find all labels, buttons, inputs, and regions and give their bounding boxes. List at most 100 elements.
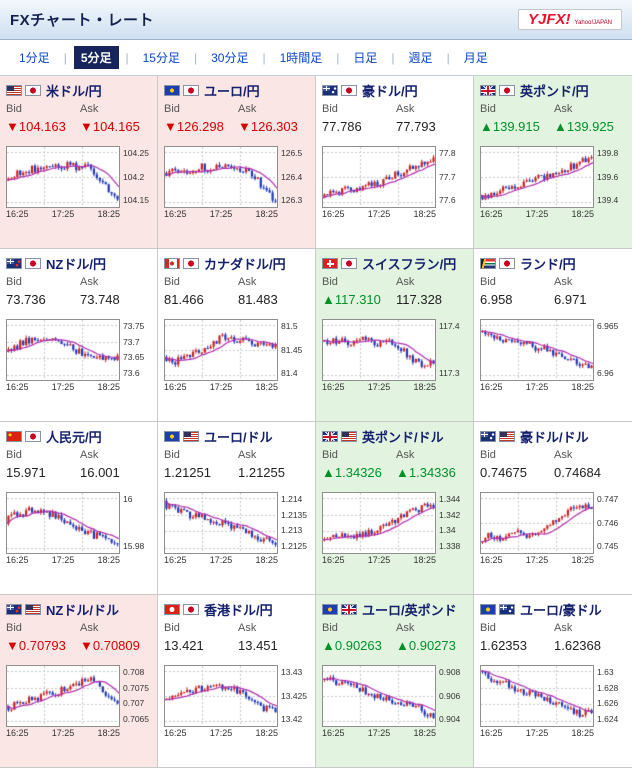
time-axis-label: 18:25	[255, 209, 278, 219]
time-axis: 16:25 17:25 18:25	[6, 728, 120, 738]
time-axis-label: 17:25	[51, 555, 75, 565]
time-axis: 16:25 17:25 18:25	[164, 728, 278, 738]
pair-tile-16[interactable]: ユーロ/豪ドル Bid Ask 1.62353 1.62368 16:25 17:…	[474, 595, 632, 768]
bid-value: 6.958	[480, 292, 513, 307]
price-axis-label: 0.745	[597, 541, 619, 551]
bid-ask-labels: Bid Ask	[480, 103, 626, 119]
bid-value: 1.21251	[164, 465, 211, 480]
price-axis-label: 1.342	[439, 509, 461, 520]
ask-value: ▲139.925	[554, 119, 614, 134]
flag-us-icon	[499, 431, 515, 442]
timeframe-tab-5[interactable]: 1時間足	[279, 51, 323, 65]
pair-tile-4[interactable]: 英ポンド/円 Bid Ask ▲139.915 ▲139.925 16:25 17…	[474, 76, 632, 249]
pair-tile-14[interactable]: 香港ドル/円 Bid Ask 13.421 13.451 16:25 17:25 1…	[158, 595, 316, 768]
ask-value: ▲1.34336	[396, 465, 456, 480]
flag-jp-icon	[25, 431, 41, 442]
pair-tile-9[interactable]: 人民元/円 Bid Ask 15.971 16.001 16:25 17:25 18…	[0, 422, 158, 595]
flag-eu-icon	[164, 85, 180, 96]
ask-label: Ask	[554, 276, 573, 288]
timeframe-tab-4[interactable]: 30分足	[211, 51, 249, 65]
price-axis-label: 13.425	[281, 690, 307, 701]
pair-tile-3[interactable]: 豪ドル/円 Bid Ask 77.786 77.793 16:25 17:25 18…	[316, 76, 474, 249]
bid-label: Bid	[480, 622, 496, 634]
mini-chart: 16:25 17:25 18:25 117.4 117.3	[322, 319, 467, 392]
bid-label: Bid	[6, 449, 22, 461]
bid-value: 1.62353	[480, 638, 527, 653]
ask-label: Ask	[396, 449, 415, 461]
ask-label: Ask	[554, 449, 573, 461]
timeframe-tab-2[interactable]: 5分足	[73, 46, 119, 69]
pair-tile-15[interactable]: ユーロ/英ポンド Bid Ask ▲0.90263 ▲0.90273 16:25…	[316, 595, 474, 768]
time-axis-label: 17:25	[525, 382, 549, 392]
bid-ask-labels: Bid Ask	[480, 449, 626, 465]
bid-value: ▲139.915	[480, 119, 540, 134]
mini-chart: 16:25 17:25 18:25 104.25 104.2 104.15	[6, 146, 151, 219]
timeframe-tab-1[interactable]: 1分足	[19, 51, 50, 65]
pair-tile-7[interactable]: スイスフラン/円 Bid Ask ▲117.310 117.328 16:25 1…	[316, 249, 474, 422]
pair-tile-5[interactable]: NZドル/円 Bid Ask 73.736 73.748 16:25 17:25 1…	[0, 249, 158, 422]
time-axis: 16:25 17:25 18:25	[6, 209, 120, 219]
pair-tile-1[interactable]: 米ドル/円 Bid Ask ▼104.163 ▼104.165 16:25 17:…	[0, 76, 158, 249]
price-axis-label: 0.908	[439, 667, 461, 677]
pair-tile-6[interactable]: カナダドル/円 Bid Ask 81.466 81.483 16:25 17:25…	[158, 249, 316, 422]
ask-label: Ask	[80, 449, 99, 461]
time-axis-label: 16:25	[6, 728, 29, 738]
pair-header: 米ドル/円	[6, 81, 151, 100]
time-axis: 16:25 17:25 18:25	[6, 382, 120, 392]
time-axis-label: 18:25	[255, 555, 278, 565]
flag-jp-icon	[499, 85, 515, 96]
pair-tile-10[interactable]: ユーロ/ドル Bid Ask 1.21251 1.21255 16:25 17:2…	[158, 422, 316, 595]
pair-tile-11[interactable]: 英ポンド/ドル Bid Ask ▲1.34326 ▲1.34336 16:25 1…	[316, 422, 474, 595]
timeframe-tab-7[interactable]: 週足	[408, 51, 433, 65]
bid-value: 13.421	[164, 638, 204, 653]
tab-separator: |	[262, 50, 266, 65]
flag-jp-icon	[499, 258, 515, 269]
ask-label: Ask	[396, 276, 415, 288]
pair-tile-13[interactable]: NZドル/ドル Bid Ask ▼0.70793 ▼0.70809 16:25 1…	[0, 595, 158, 768]
timeframe-tab-8[interactable]: 月足	[463, 51, 488, 65]
bid-ask-values: ▲117.310 117.328	[322, 292, 467, 311]
flag-cn-icon	[6, 431, 22, 442]
time-axis: 16:25 17:25 18:25	[480, 728, 594, 738]
flag-jp-icon	[25, 258, 41, 269]
price-axis: 139.8 139.6 139.4	[594, 146, 618, 208]
bid-ask-values: ▲0.90263 ▲0.90273	[322, 638, 467, 657]
bid-ask-labels: Bid Ask	[164, 103, 309, 119]
timeframe-tabs: 1分足 | 5分足 | 15分足 | 30分足 | 1時間足 | 日足 | 週足 | 月足	[0, 40, 632, 76]
mini-chart: 16:25 17:25 18:25 0.908 0.906 0.904	[322, 665, 467, 738]
candlestick-chart	[480, 492, 594, 554]
candlestick-chart	[322, 665, 436, 727]
candlestick-chart	[322, 492, 436, 554]
time-axis-label: 16:25	[480, 555, 503, 565]
bid-label: Bid	[164, 622, 180, 634]
time-axis: 16:25 17:25 18:25	[322, 728, 436, 738]
timeframe-tab-6[interactable]: 日足	[353, 51, 378, 65]
price-axis-label: 126.4	[281, 171, 303, 182]
ask-value: 16.001	[80, 465, 120, 480]
pair-header: ユーロ/円	[164, 81, 309, 100]
bid-ask-labels: Bid Ask	[322, 449, 467, 465]
mini-chart: 16:25 17:25 18:25 13.43 13.425 13.42	[164, 665, 309, 738]
app-header: FXチャート・レート YJFX! Yahoo!JAPAN	[0, 0, 632, 40]
bid-value: ▼0.70793	[6, 638, 66, 653]
price-axis-label: 6.965	[597, 321, 619, 331]
pair-tile-12[interactable]: 豪ドル/ドル Bid Ask 0.74675 0.74684 16:25 17:2…	[474, 422, 632, 595]
mini-chart: 16:25 17:25 18:25 1.214 1.2135 1.213 1.2125	[164, 492, 309, 565]
price-axis: 126.5 126.4 126.3	[278, 146, 302, 208]
ask-value: 81.483	[238, 292, 278, 307]
time-axis-label: 18:25	[413, 209, 436, 219]
time-axis-label: 16:25	[322, 555, 345, 565]
ask-value: 73.748	[80, 292, 120, 307]
time-axis: 16:25 17:25 18:25	[480, 382, 594, 392]
pair-tile-8[interactable]: ランド/円 Bid Ask 6.958 6.971 16:25 17:25 18:2…	[474, 249, 632, 422]
time-axis-label: 17:25	[525, 728, 549, 738]
price-axis-label: 1.628	[597, 682, 619, 693]
pair-header: 豪ドル/ドル	[480, 427, 626, 446]
pair-tile-2[interactable]: ユーロ/円 Bid Ask ▼126.298 ▼126.303 16:25 17:…	[158, 76, 316, 249]
price-axis-label: 0.708	[123, 667, 145, 677]
bid-ask-values: ▼126.298 ▼126.303	[164, 119, 309, 138]
tab-separator: |	[391, 50, 395, 65]
timeframe-tab-3[interactable]: 15分足	[142, 51, 180, 65]
yjfx-logo[interactable]: YJFX! Yahoo!JAPAN	[518, 9, 622, 30]
price-axis-label: 77.7	[439, 171, 456, 182]
